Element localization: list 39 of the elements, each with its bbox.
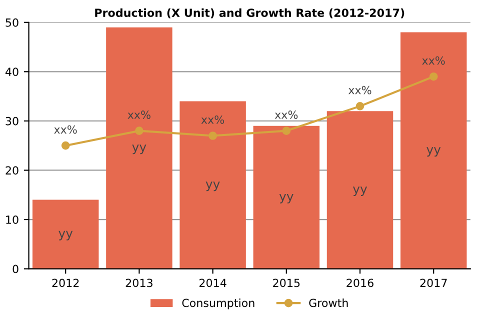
bar bbox=[326, 111, 394, 269]
y-tick-label: 10 bbox=[6, 215, 18, 224]
data-label: yy bbox=[58, 230, 73, 240]
bar bbox=[400, 32, 467, 269]
data-label: yy bbox=[352, 186, 368, 196]
point bbox=[429, 72, 438, 81]
bar bbox=[106, 27, 172, 269]
chart-title: Production (X Unit) and Growth Rate (2012-2017) bbox=[95, 8, 404, 18]
data-label: yy bbox=[426, 147, 441, 157]
y-tick-label: 20 bbox=[6, 166, 18, 175]
data-label: yy bbox=[132, 144, 146, 154]
data-label: xx% bbox=[422, 56, 445, 65]
data-label: yy bbox=[279, 194, 294, 204]
bar bbox=[253, 126, 320, 269]
x-tick-label: 2017 bbox=[420, 278, 447, 288]
data-label: xx% bbox=[128, 110, 150, 119]
data-label: xx% bbox=[348, 86, 372, 94]
y-tick-label: 30 bbox=[6, 116, 18, 126]
bar bbox=[32, 200, 99, 269]
point bbox=[61, 141, 70, 150]
bar bbox=[180, 101, 246, 269]
x-tick-label: 2014 bbox=[199, 278, 226, 288]
x-tick-label: 2015 bbox=[273, 278, 300, 288]
x-tick-label: 2012 bbox=[52, 278, 79, 288]
point bbox=[135, 126, 144, 135]
x-tick-label: 2016 bbox=[346, 278, 374, 288]
y-tick-label: 40 bbox=[5, 68, 18, 76]
point bbox=[208, 132, 217, 140]
point bbox=[356, 102, 364, 110]
data-label: xx% bbox=[274, 110, 298, 119]
y-tick-label: 0 bbox=[12, 264, 18, 274]
legend-label: Growth bbox=[309, 298, 348, 308]
y-tick-label: 50 bbox=[6, 18, 18, 27]
data-label: yy bbox=[206, 182, 220, 192]
legend-label: Consumption bbox=[182, 298, 254, 310]
x-tick-label: 2013 bbox=[126, 278, 152, 288]
data-label: xx% bbox=[201, 115, 224, 124]
data-label: xx% bbox=[54, 125, 77, 134]
point bbox=[282, 126, 291, 135]
